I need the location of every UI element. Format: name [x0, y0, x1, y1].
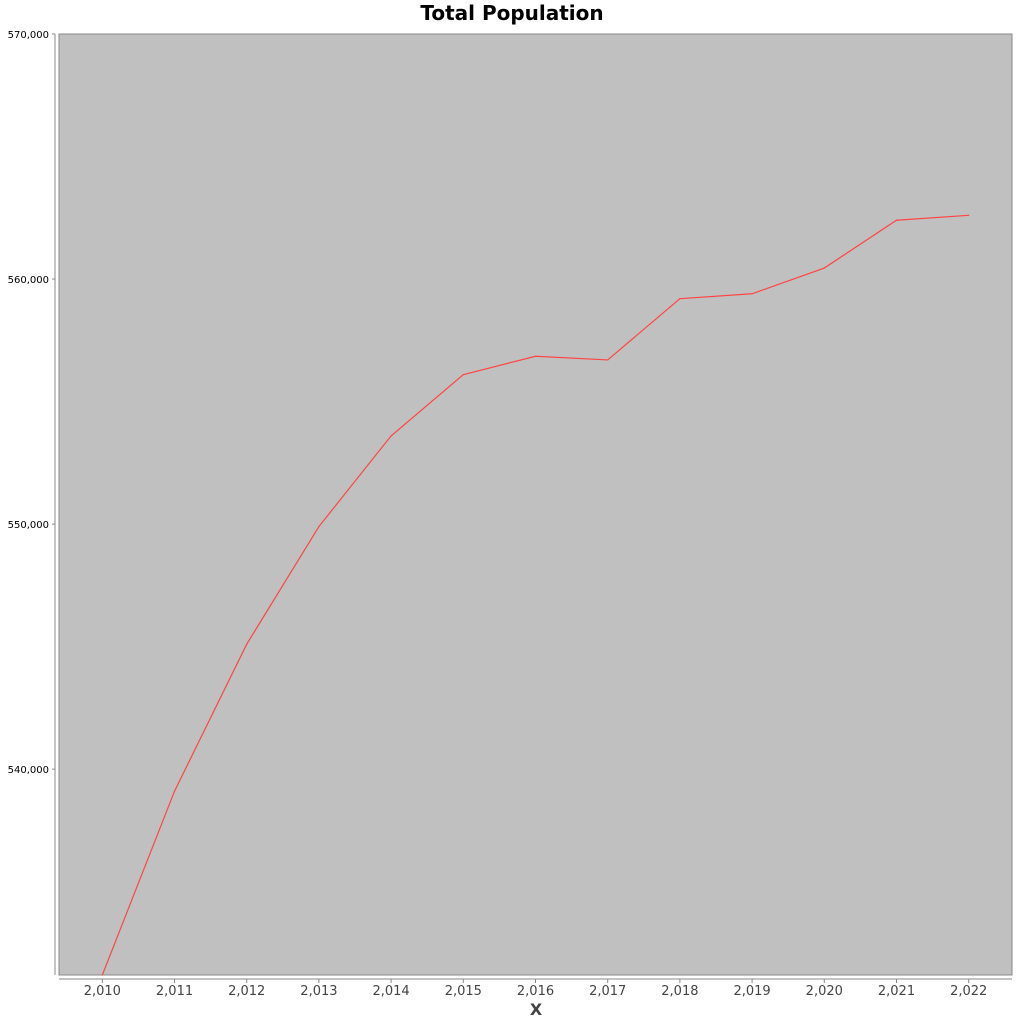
plot-area — [58, 33, 1013, 976]
x-tick-label: 2,011 — [156, 984, 193, 999]
x-tick-label: 2,012 — [228, 984, 265, 999]
data-point — [607, 359, 609, 361]
x-tick-label: 2,015 — [445, 984, 482, 999]
x-tick-label: 2,019 — [733, 984, 770, 999]
x-tick-label: 2,014 — [372, 984, 409, 999]
y-tick-label: 540,000 — [8, 765, 49, 776]
data-point — [968, 214, 970, 216]
series-group — [101, 214, 970, 976]
data-point — [390, 435, 392, 437]
data-point — [318, 525, 320, 528]
x-axis-label: X — [530, 1000, 543, 1019]
y-axis-ticks: 540,000 550,000 560,000 570,000 — [8, 30, 55, 776]
data-point — [679, 298, 681, 300]
data-point — [101, 974, 103, 976]
data-point — [246, 643, 248, 645]
x-tick-label: 2,020 — [806, 984, 843, 999]
data-point — [895, 219, 898, 221]
y-tick-label: 560,000 — [8, 275, 49, 286]
data-point — [751, 293, 753, 295]
x-tick-label: 2,022 — [950, 984, 987, 999]
y-tick-label: 550,000 — [8, 520, 49, 531]
x-tick-label: 2,013 — [300, 984, 337, 999]
x-tick-label: 2,010 — [84, 984, 121, 999]
x-tick-label: 2,021 — [878, 984, 915, 999]
x-axis-ticks: 2,010 2,011 2,012 2,013 2,014 2,015 2,016 2,017… — [84, 979, 987, 999]
x-tick-label: 2,018 — [661, 984, 698, 999]
data-point — [534, 355, 537, 357]
data-point — [173, 790, 176, 792]
y-tick-label: 570,000 — [8, 30, 49, 41]
chart-title: Total Population — [420, 1, 603, 25]
data-point — [462, 374, 464, 376]
x-tick-label: 2,017 — [589, 984, 626, 999]
x-tick-label: 2,016 — [517, 984, 554, 999]
data-point — [823, 267, 825, 269]
